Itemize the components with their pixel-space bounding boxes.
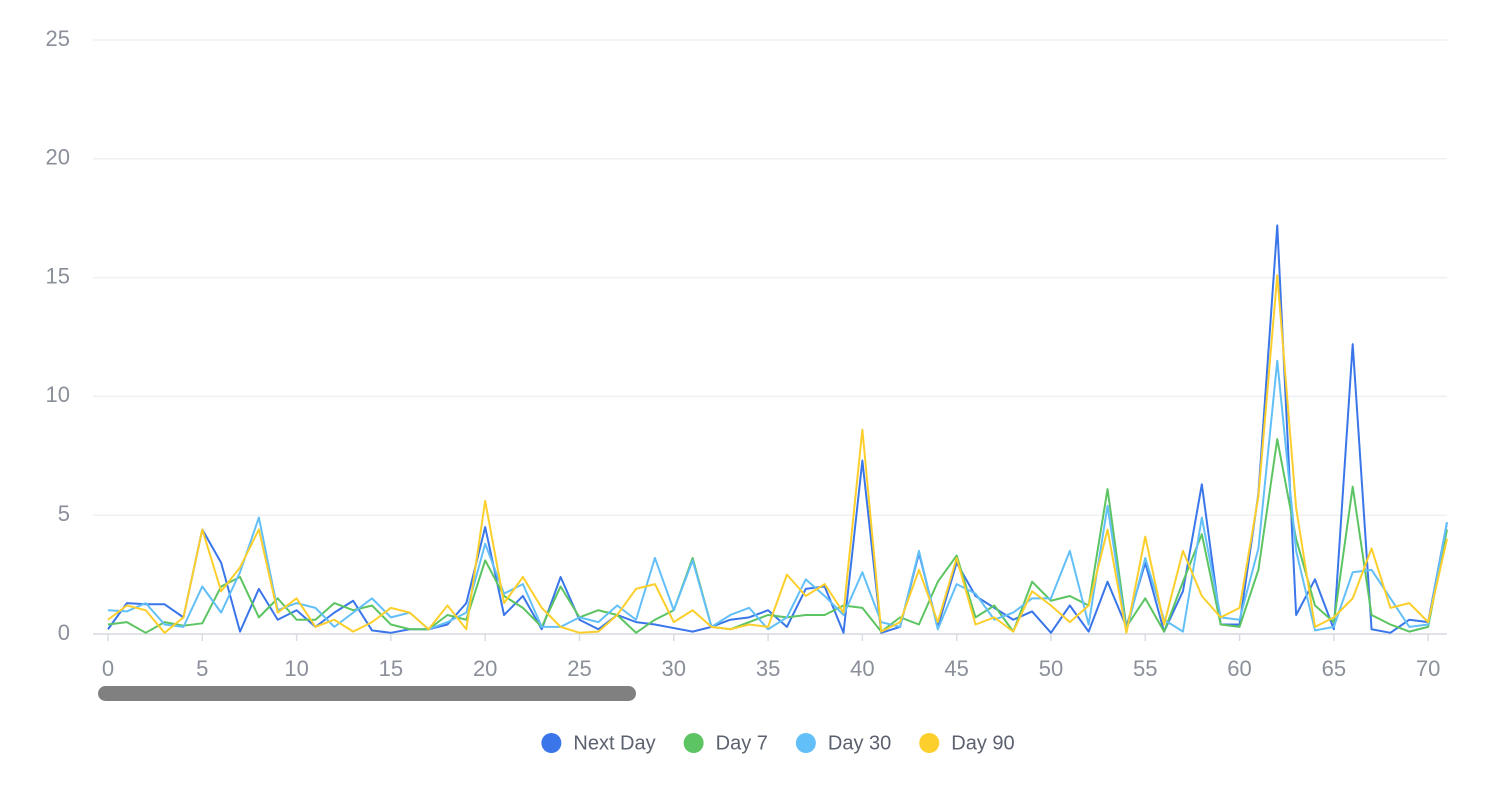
legend-marker — [541, 733, 562, 753]
legend-label: Day 90 — [951, 732, 1014, 754]
x-tick-label: 50 — [1039, 656, 1063, 681]
legend-marker — [919, 733, 940, 753]
x-tick-label: 25 — [567, 656, 591, 681]
x-tick-label: 70 — [1416, 656, 1440, 681]
legend-label: Next Day — [573, 732, 655, 754]
series-line — [107, 274, 1448, 634]
x-tick-label: 40 — [850, 656, 874, 681]
legend-item[interactable]: Day 90 — [919, 732, 1015, 754]
legend-item[interactable]: Day 30 — [795, 732, 891, 754]
y-tick-label: 15 — [46, 263, 70, 288]
x-tick-label: 65 — [1322, 656, 1346, 681]
legend-label: Day 30 — [828, 732, 891, 754]
x-tick-label: 5 — [196, 656, 208, 681]
x-tick-label: 20 — [473, 656, 497, 681]
zoom-scrollbar[interactable] — [98, 686, 636, 701]
y-tick-label: 0 — [58, 620, 70, 645]
x-tick-label: 35 — [756, 656, 780, 681]
series-line — [107, 359, 1448, 633]
legend-marker — [683, 733, 704, 753]
series-line — [107, 438, 1448, 634]
x-tick-label: 10 — [284, 656, 308, 681]
x-tick-label: 60 — [1227, 656, 1251, 681]
x-tick-label: 55 — [1133, 656, 1157, 681]
x-tick-label: 30 — [662, 656, 686, 681]
y-tick-label: 20 — [46, 145, 70, 170]
legend-marker — [795, 733, 816, 753]
y-tick-label: 25 — [46, 26, 70, 51]
y-tick-label: 10 — [46, 382, 70, 407]
legend-item[interactable]: Next Day — [541, 732, 656, 754]
legend-label: Day 7 — [716, 732, 768, 754]
x-tick-label: 0 — [102, 656, 114, 681]
legend-item[interactable]: Day 7 — [683, 732, 768, 754]
x-tick-label: 15 — [379, 656, 403, 681]
y-tick-label: 5 — [58, 501, 70, 526]
x-tick-label: 45 — [944, 656, 968, 681]
